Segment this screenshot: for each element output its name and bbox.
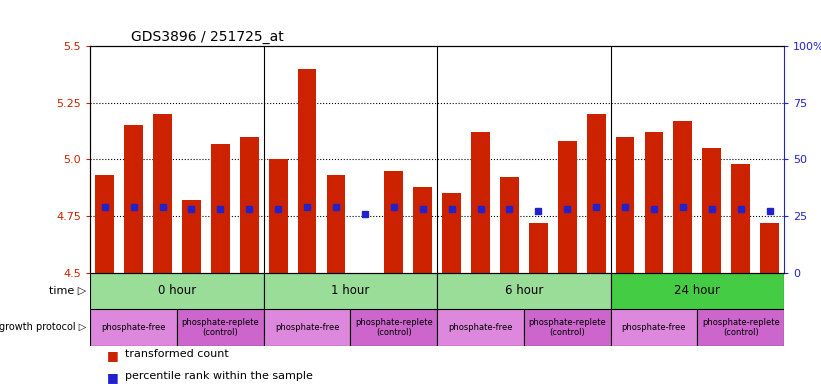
Bar [177,309,264,346]
Bar [760,223,779,273]
Text: phosphate-replete
(control): phosphate-replete (control) [355,318,433,337]
Bar [268,159,287,273]
Bar [154,114,172,273]
Bar [703,148,721,273]
Text: transformed count: transformed count [125,349,228,359]
Text: GDS3896 / 251725_at: GDS3896 / 251725_at [131,30,284,44]
Bar [351,309,437,346]
Bar [673,121,692,273]
Text: phosphate-free: phosphate-free [275,323,339,332]
Text: 1 hour: 1 hour [332,285,369,297]
Bar [384,170,403,273]
Text: phosphate-replete
(control): phosphate-replete (control) [702,318,780,337]
Bar [500,177,519,273]
Bar [298,69,317,273]
Text: phosphate-replete
(control): phosphate-replete (control) [529,318,606,337]
Text: phosphate-free: phosphate-free [102,323,166,332]
Text: 24 hour: 24 hour [674,285,720,297]
Bar [264,309,351,346]
Text: 0 hour: 0 hour [158,285,196,297]
Bar [90,309,177,346]
Bar [413,187,432,273]
Bar [732,164,750,273]
Bar [240,137,259,273]
Bar [557,141,576,273]
Bar [471,132,490,273]
Bar [437,309,524,346]
Bar [211,144,230,273]
Text: percentile rank within the sample: percentile rank within the sample [125,371,313,381]
Bar [616,137,635,273]
Bar [529,223,548,273]
Text: phosphate-free: phosphate-free [448,323,513,332]
Text: 6 hour: 6 hour [505,285,543,297]
Bar [95,175,114,273]
Bar [437,273,611,309]
Bar [182,200,201,273]
Bar [587,114,606,273]
Bar [90,273,264,309]
Bar [611,273,784,309]
Bar [524,309,611,346]
Text: time ▷: time ▷ [49,286,86,296]
Bar [124,125,143,273]
Bar [697,309,784,346]
Bar [443,194,461,273]
Text: phosphate-replete
(control): phosphate-replete (control) [181,318,259,337]
Text: ■: ■ [107,349,118,362]
Bar [264,273,437,309]
Bar [611,309,697,346]
Bar [327,175,346,273]
Bar [644,132,663,273]
Text: ■: ■ [107,371,118,384]
Text: phosphate-free: phosphate-free [621,323,686,332]
Text: growth protocol ▷: growth protocol ▷ [0,322,86,333]
